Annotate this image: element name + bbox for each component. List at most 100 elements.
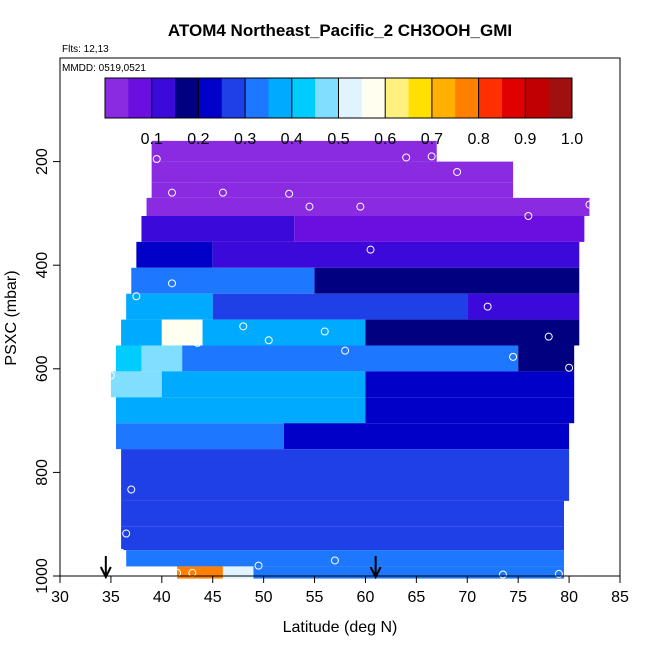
- measurement-point: [366, 245, 375, 254]
- colorbar-swatch: [501, 78, 526, 118]
- heatmap-cell: [182, 345, 519, 372]
- measurement-point: [132, 292, 141, 301]
- y-tick-label: 600: [34, 355, 51, 382]
- measurement-point: [168, 188, 176, 197]
- measurement-points: [106, 152, 594, 579]
- colorbar-tick-label: 0.3: [234, 131, 256, 148]
- x-tick-label: 80: [560, 589, 578, 606]
- heatmap-cell: [467, 293, 580, 320]
- measurement-point: [168, 279, 176, 288]
- measurement-point: [285, 189, 294, 198]
- colorbar-swatch: [548, 78, 573, 118]
- heatmap-cell: [365, 319, 580, 346]
- colorbar-swatch: [151, 78, 176, 118]
- colorbar-frame: [104, 77, 573, 119]
- colorbar-tick-label: 0.7: [421, 131, 443, 148]
- colorbar-tick-label: 0.8: [467, 131, 489, 148]
- colorbar-swatch: [268, 78, 293, 118]
- x-tick-label: 50: [255, 589, 273, 606]
- colorbar-swatch: [361, 78, 386, 118]
- measurement-point: [117, 548, 126, 557]
- heatmap-cell: [121, 319, 162, 346]
- colorbar-swatch: [175, 78, 199, 118]
- measurement-point: [176, 331, 185, 340]
- x-tick-label: 70: [458, 589, 476, 606]
- colorbar-tick-label: 0.2: [187, 131, 209, 148]
- colorbar-swatch: [128, 78, 153, 118]
- colorbar-tick-label: 0.5: [327, 131, 349, 148]
- colorbar-swatch: [385, 78, 410, 118]
- x-tick-label: 85: [611, 589, 629, 606]
- heatmap-cell: [131, 267, 315, 294]
- measurement-point: [585, 200, 594, 209]
- colorbar-swatch: [525, 78, 550, 118]
- heatmap-cell: [126, 293, 213, 320]
- colorbar: [104, 77, 573, 119]
- measurement-point: [565, 363, 574, 372]
- heatmap-cell: [253, 566, 565, 579]
- measurement-point: [509, 352, 518, 361]
- measurement-point: [264, 336, 273, 345]
- measurement-point: [152, 155, 161, 164]
- x-tick-label: 60: [357, 589, 375, 606]
- y-tick-label: 400: [34, 252, 51, 279]
- date-annotation: MMDD: 0519,0521: [62, 63, 146, 74]
- measurement-point: [106, 371, 115, 380]
- heatmap-cell: [136, 241, 213, 268]
- measurement-point: [254, 561, 263, 570]
- heatmap-cell: [116, 397, 366, 424]
- heatmap-cell: [177, 566, 223, 579]
- heatmap-cell: [202, 319, 366, 346]
- heatmap-cell: [314, 267, 580, 294]
- measurement-point: [239, 322, 248, 331]
- plot-frame: [59, 57, 621, 577]
- heatmap-cell: [121, 500, 564, 527]
- heatmap-cell: [212, 241, 580, 268]
- flight-arrow: [99, 556, 112, 580]
- colorbar-tick-label: 0.6: [374, 131, 396, 148]
- measurement-point: [193, 338, 202, 347]
- measurement-point: [498, 570, 507, 579]
- measurement-point: [122, 529, 131, 538]
- heatmap-cell: [284, 423, 570, 450]
- colorbar-ticks: 0.1 0.2 0.3 0.4 0.5 0.6 0.7 0.8 0.9 1.0: [141, 131, 584, 148]
- chart-title: ATOM4 Northeast_Pacific_2 CH3OOH_GMI: [168, 21, 512, 40]
- measurement-point: [330, 556, 339, 565]
- colorbar-tick-label: 0.9: [514, 131, 536, 148]
- heatmap-cell: [110, 371, 162, 398]
- heatmap-cell: [141, 345, 183, 372]
- colorbar-tick-label: 0.1: [141, 131, 163, 148]
- colorbar-swatch: [408, 78, 433, 118]
- colorbar-tick-label: 1.0: [561, 131, 583, 148]
- measurement-point: [402, 153, 411, 162]
- heatmap-cell: [294, 215, 585, 242]
- y-tick-label: 1000: [34, 558, 51, 594]
- flight-arrows: [99, 556, 382, 580]
- colorbar-swatch: [198, 78, 223, 118]
- colorbar-swatch: [245, 78, 269, 118]
- heatmap-cells: [110, 140, 590, 579]
- measurement-point: [544, 332, 553, 341]
- measurement-point: [173, 323, 182, 332]
- heatmap-cell: [116, 423, 284, 450]
- measurement-point: [453, 167, 462, 176]
- measurement-point: [554, 569, 563, 578]
- flights-annotation: Flts: 12,13: [62, 44, 109, 55]
- y-tick-label: 200: [34, 148, 51, 175]
- heatmap-cell: [151, 140, 437, 162]
- heatmap-cell: [121, 526, 564, 551]
- measurement-point: [341, 346, 350, 355]
- y-axis-label: PSXC (mbar): [3, 270, 20, 365]
- heatmap-cell: [518, 345, 575, 372]
- heatmap-cell: [222, 566, 254, 579]
- heatmap-cell: [151, 161, 514, 183]
- measurement-point: [524, 211, 533, 220]
- colorbar-tick-label: 0.4: [281, 131, 303, 148]
- measurement-point: [305, 202, 314, 211]
- heatmap-cell: [365, 397, 575, 424]
- heatmap-cell: [121, 474, 570, 501]
- y-tick-label: 800: [34, 459, 51, 486]
- measurement-point: [483, 302, 492, 311]
- measurement-point: [218, 188, 227, 197]
